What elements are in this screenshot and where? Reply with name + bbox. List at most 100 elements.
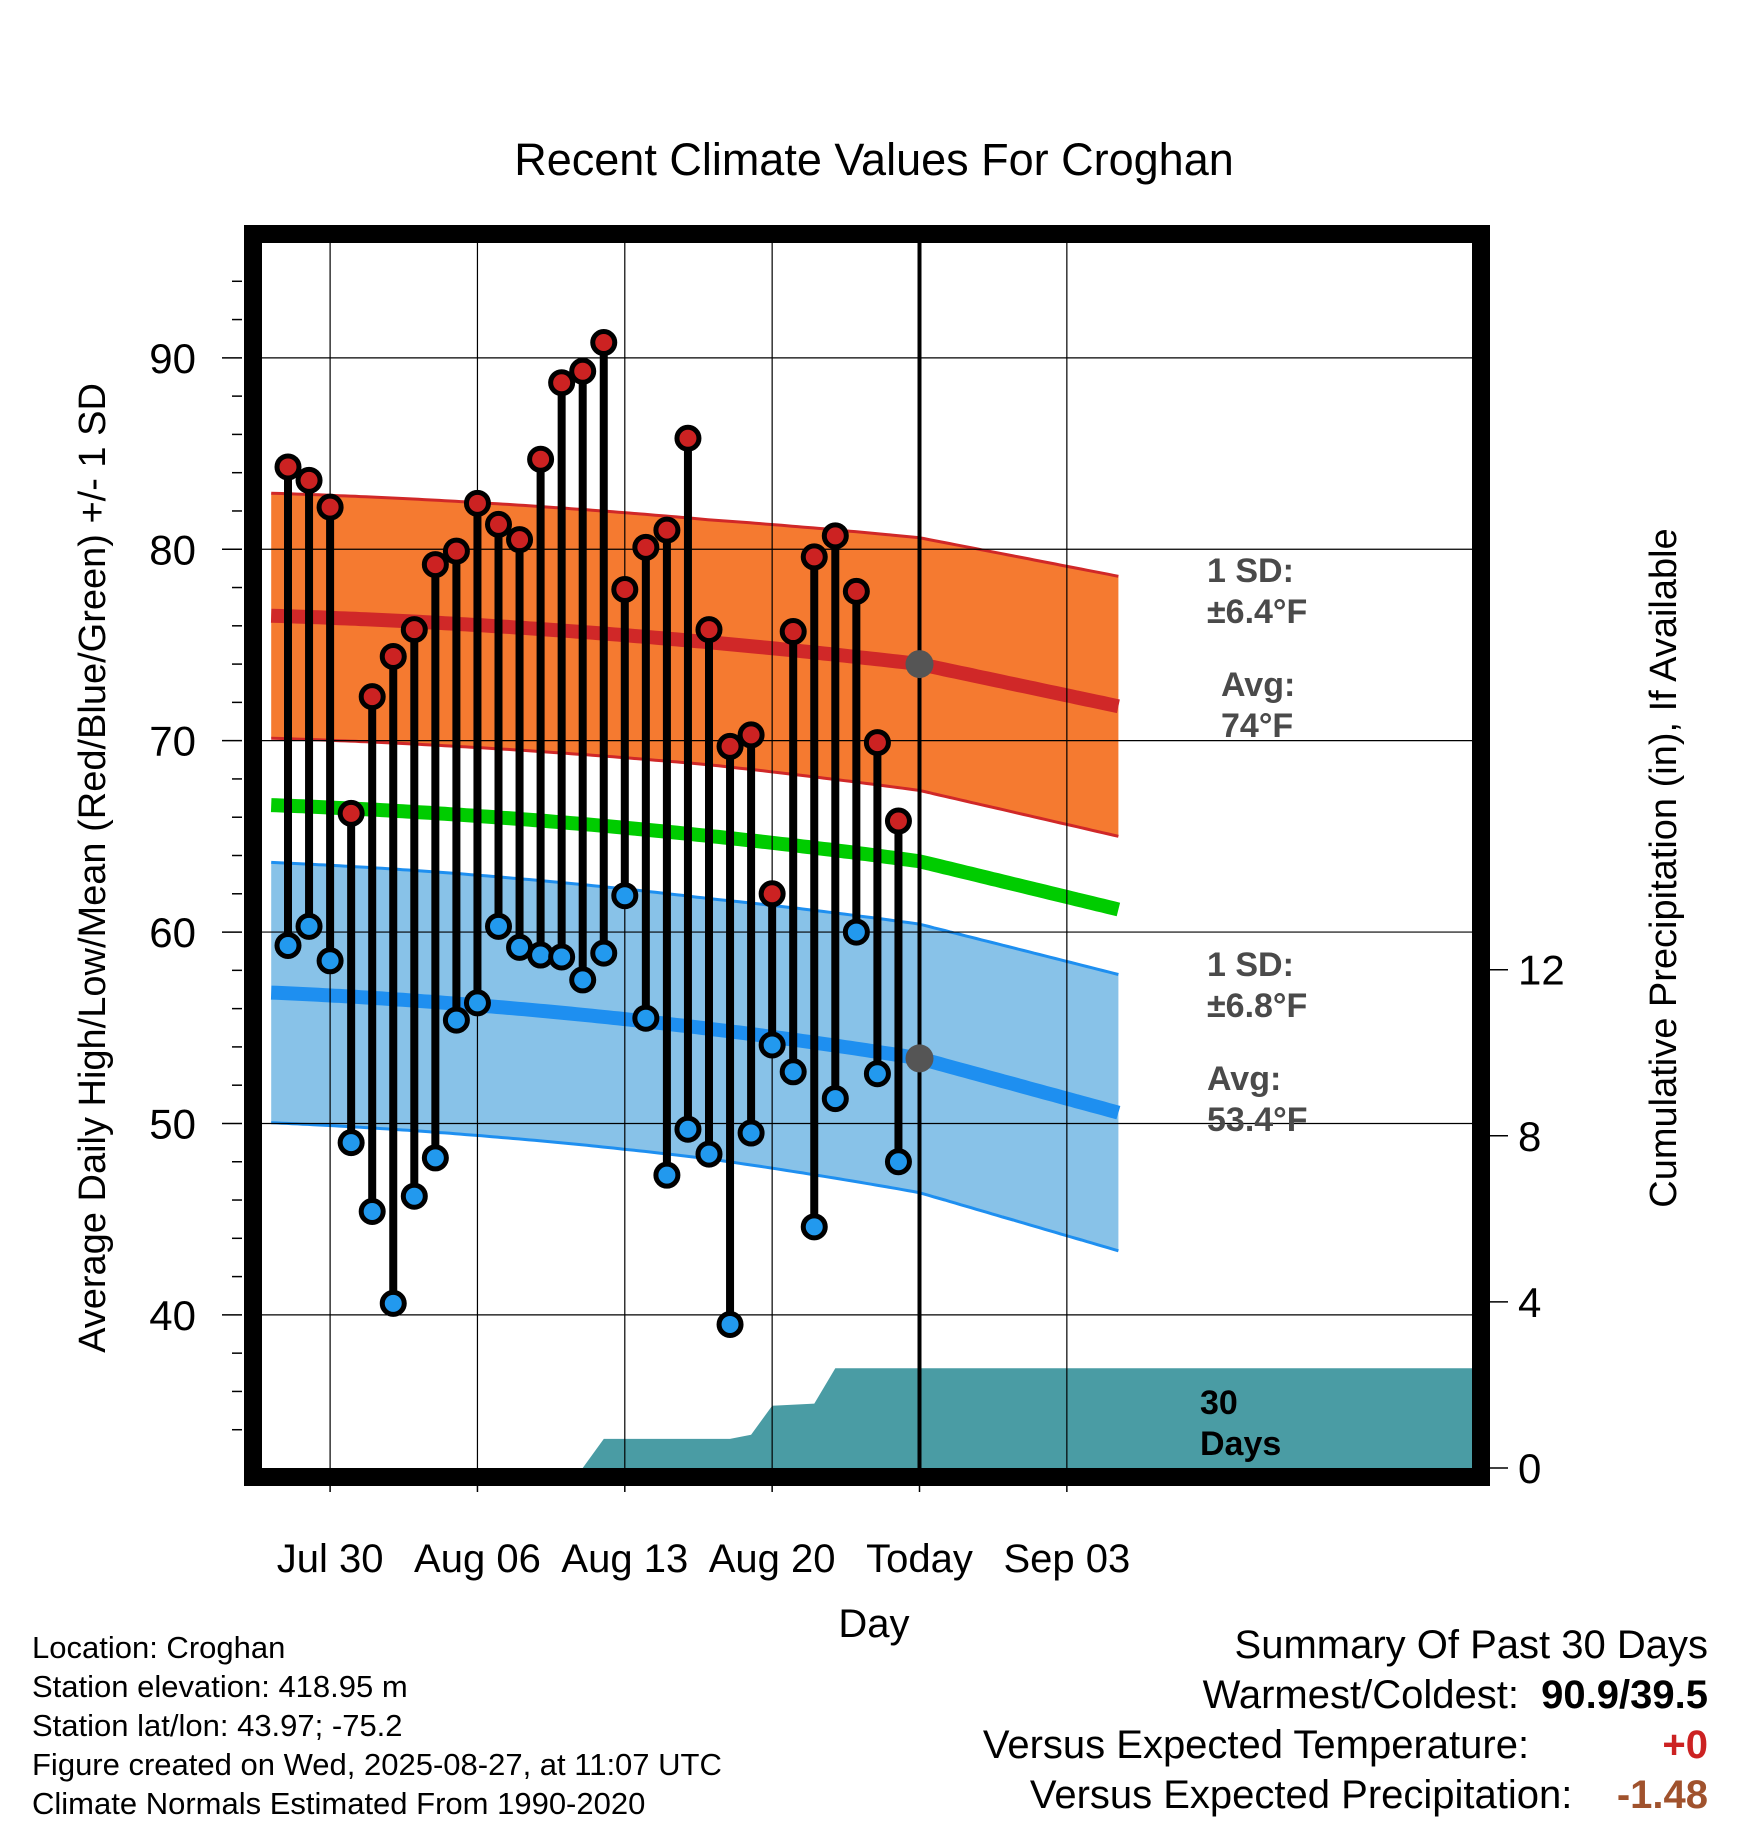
low-point: [421, 1144, 449, 1172]
summary-panel: Summary Of Past 30 Days Warmest/Coldest:…: [983, 1620, 1708, 1820]
high-sd-annotation: 1 SD: ±6.4°F: [1207, 552, 1307, 631]
x-tick-label: Aug 20: [709, 1537, 836, 1581]
high-point: [379, 642, 407, 670]
precip-value: -1.48: [1616, 1773, 1708, 1817]
warm-cold-value: 90.9/39.5: [1541, 1673, 1708, 1717]
high-sd-band: [271, 493, 1119, 837]
x-tick-label: Jul 30: [277, 1537, 384, 1581]
high-point: [337, 799, 365, 827]
high-point: [590, 329, 618, 357]
low-point: [569, 966, 597, 994]
high-point: [674, 424, 702, 452]
high-point: [421, 551, 449, 579]
low-point: [590, 939, 618, 967]
warm-cold-row: Warmest/Coldest: 90.9/39.5: [983, 1670, 1708, 1720]
plot-frame: [244, 225, 1490, 1486]
high-point: [485, 510, 512, 538]
x-tick-label: Sep 03: [1003, 1537, 1130, 1581]
y-tick-label-left: 40: [149, 1292, 196, 1339]
high-point: [527, 445, 555, 473]
low-point: [842, 918, 870, 946]
precip-row: Versus Expected Precipitation: -1.48: [983, 1770, 1708, 1820]
station-info: Location: Croghan Station elevation: 418…: [32, 1628, 722, 1823]
y-axis-label-right: Cumulative Precipitation (in), If Availa…: [1643, 528, 1685, 1207]
y-tick-label-left: 70: [149, 718, 196, 765]
low-point: [485, 912, 512, 940]
latlon-text: Station lat/lon: 43.97; -75.2: [32, 1708, 403, 1743]
low-point: [758, 1031, 786, 1059]
y-tick-label-right: 4: [1518, 1279, 1541, 1326]
low-point: [400, 1182, 428, 1210]
high-point: [442, 537, 470, 565]
high-point: [316, 493, 344, 521]
low-point: [358, 1198, 386, 1226]
plot-inner: 1 SD: ±6.4°F Avg: 74°F 1 SD: ±6.8°F Avg: 53.4°F…: [262, 243, 1472, 1468]
low-point: [821, 1085, 849, 1113]
high-point: [611, 575, 639, 603]
low-point: [737, 1119, 765, 1147]
high-point: [863, 729, 891, 757]
high-avg-annotation: Avg: 74°F: [1221, 666, 1295, 745]
precip-label: Versus Expected Precipitation:: [1029, 1773, 1573, 1817]
low-point: [632, 1004, 660, 1032]
window-annotation: 30 Days: [1200, 1384, 1281, 1463]
high-point: [821, 522, 849, 550]
low-point: [800, 1213, 828, 1241]
high-point: [842, 577, 870, 605]
low-point: [863, 1060, 891, 1088]
temp-value: +0: [1662, 1723, 1708, 1767]
plot-area: 1 SD: ±6.4°F Avg: 74°F 1 SD: ±6.8°F Avg: 53.4°F…: [149, 225, 1565, 1581]
high-point: [695, 616, 723, 644]
high-point: [274, 453, 302, 481]
low-sd-band: [271, 862, 1119, 1251]
temp-row: Versus Expected Temperature: +0: [983, 1720, 1708, 1770]
low-sd-annotation: 1 SD: ±6.8°F: [1207, 946, 1307, 1025]
low-point: [779, 1058, 807, 1086]
low-point: [463, 989, 491, 1017]
x-tick-label: Aug 06: [414, 1537, 541, 1581]
high-point: [295, 466, 323, 494]
low-point: [716, 1310, 744, 1338]
high-point: [716, 732, 744, 760]
high-point: [632, 533, 660, 561]
high-point: [779, 618, 807, 646]
low-avg-annotation: Avg: 53.4°F: [1207, 1060, 1308, 1139]
low-point: [337, 1129, 365, 1157]
high-point: [358, 683, 386, 711]
y-tick-label-left: 50: [149, 1100, 196, 1147]
high-point: [737, 721, 765, 749]
high-point: [463, 489, 491, 517]
temp-label: Versus Expected Temperature:: [982, 1723, 1530, 1767]
low-point: [295, 912, 323, 940]
low-point: [379, 1289, 407, 1317]
high-avg-today-marker: [905, 650, 934, 679]
low-point: [316, 947, 344, 975]
y-tick-label-left: 60: [149, 909, 196, 956]
warm-cold-label: Warmest/Coldest:: [1202, 1673, 1519, 1717]
summary-title: Summary Of Past 30 Days: [1234, 1623, 1708, 1667]
y-tick-label-left: 90: [149, 335, 196, 382]
y-tick-label-right: 8: [1518, 1113, 1541, 1160]
y-tick-label-right: 12: [1518, 947, 1565, 994]
high-point: [569, 357, 597, 385]
high-point: [548, 369, 576, 397]
normals-text: Climate Normals Estimated From 1990-2020: [32, 1786, 646, 1821]
created-text: Figure created on Wed, 2025-08-27, at 11…: [32, 1747, 722, 1782]
high-point: [800, 543, 828, 571]
elevation-text: Station elevation: 418.95 m: [32, 1669, 408, 1704]
high-point: [884, 807, 912, 835]
chart-title: Recent Climate Values For Croghan: [514, 134, 1234, 185]
low-point: [653, 1161, 681, 1189]
low-point: [695, 1140, 723, 1168]
high-point: [506, 526, 534, 554]
low-avg-today-marker: [905, 1044, 934, 1073]
high-point: [758, 880, 786, 908]
location-text: Location: Croghan: [32, 1630, 286, 1665]
high-point: [400, 616, 428, 644]
y-tick-label-left: 80: [149, 526, 196, 573]
y-tick-label-right: 0: [1518, 1445, 1541, 1492]
low-point: [611, 882, 639, 910]
low-point: [674, 1115, 702, 1143]
x-tick-label: Today: [866, 1537, 973, 1581]
x-axis-label: Day: [838, 1602, 909, 1646]
